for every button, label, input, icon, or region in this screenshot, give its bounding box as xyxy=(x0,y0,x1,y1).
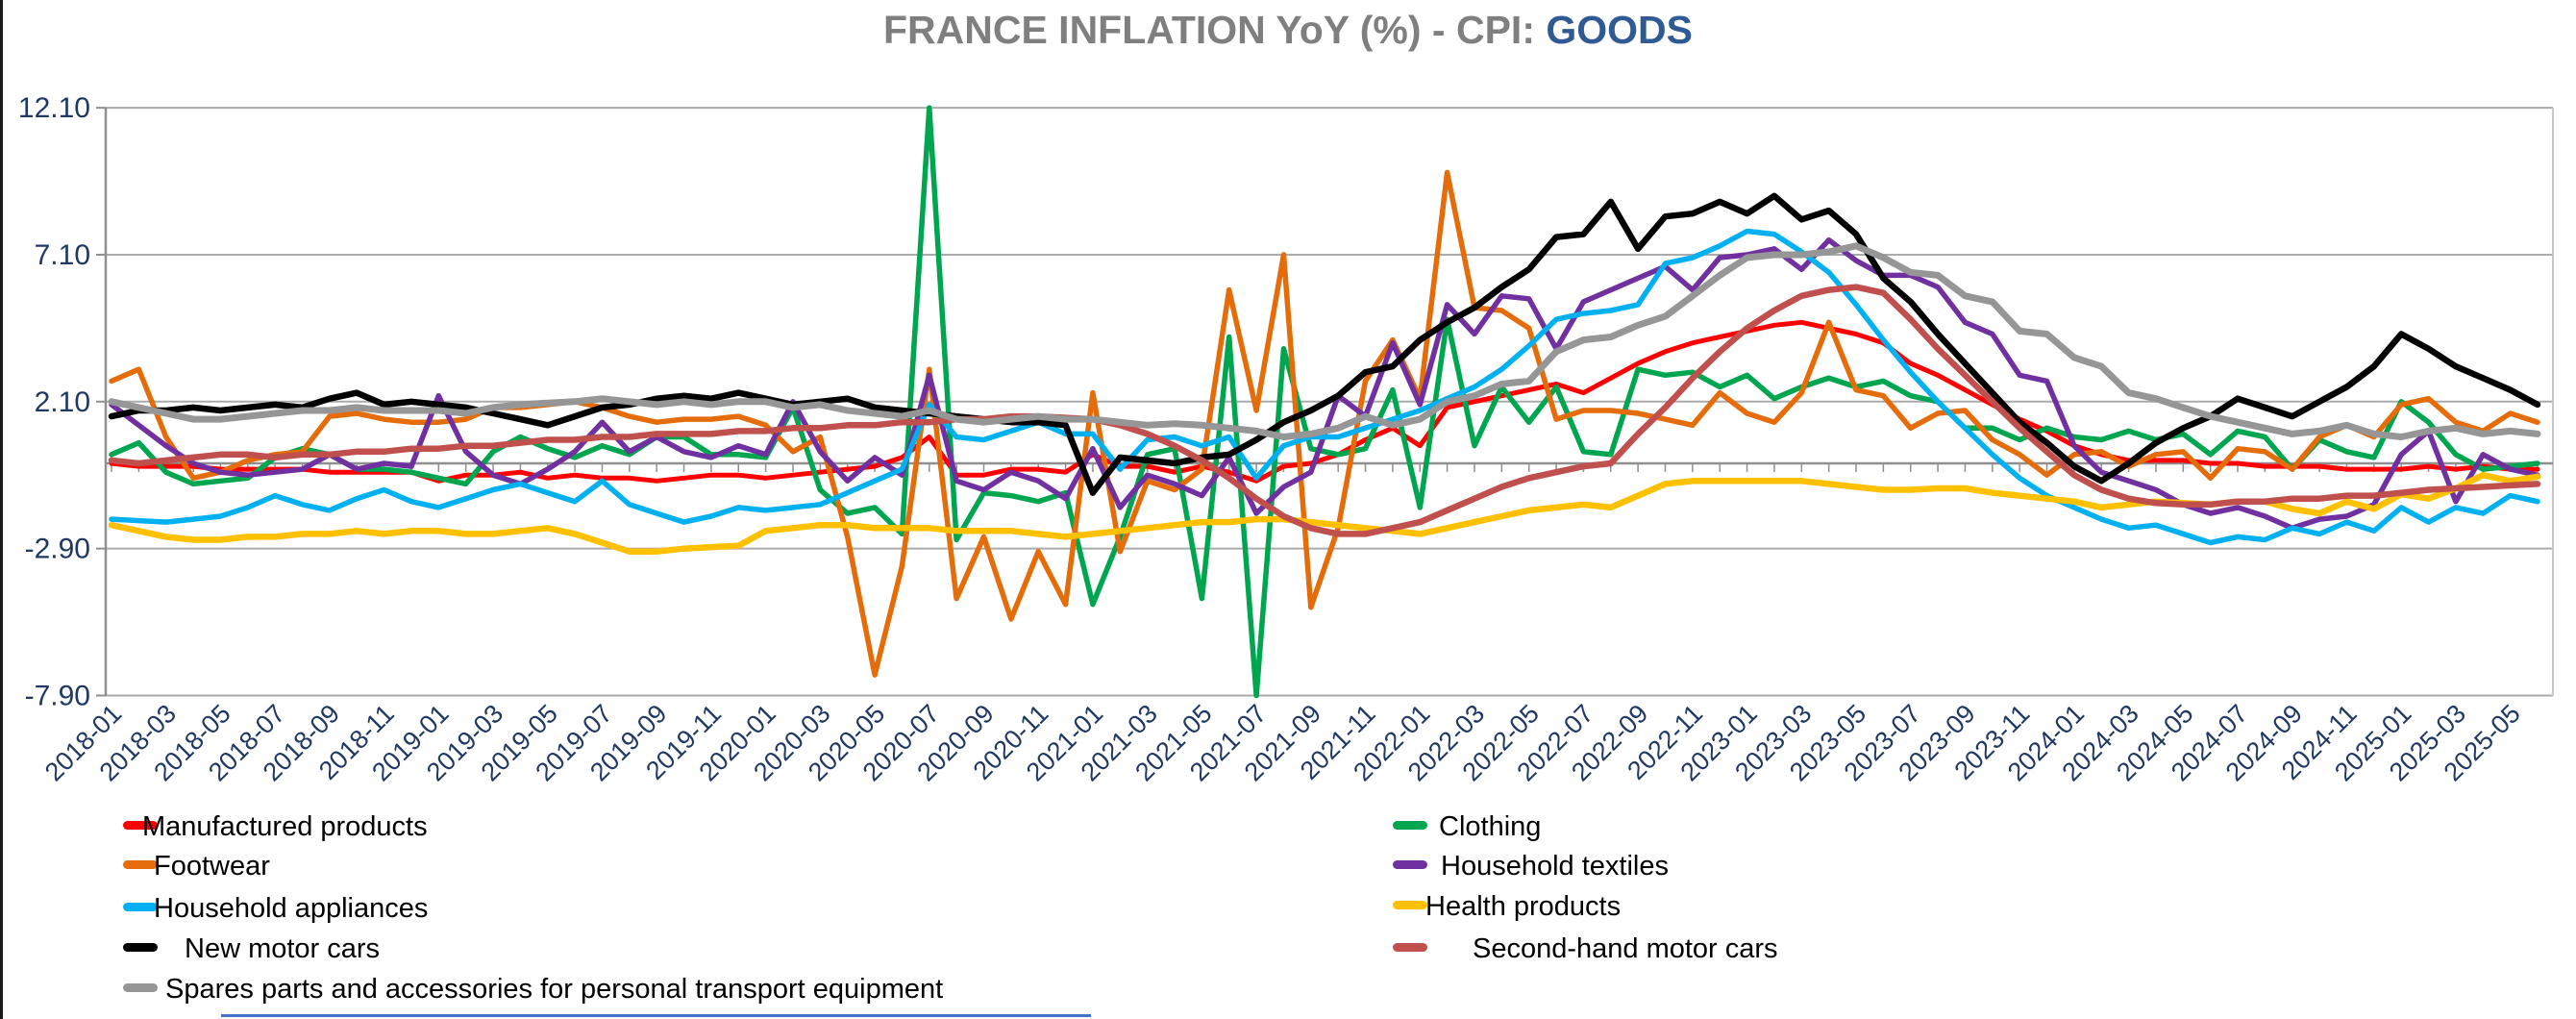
y-axis-label: -7.90 xyxy=(25,681,90,712)
legend-item-household-textiles: Household textiles xyxy=(0,851,2576,882)
series-footwear xyxy=(109,169,2540,678)
chart-title-main: FRANCE INFLATION YoY (%) - CPI: xyxy=(882,8,1547,52)
y-axis-label: 2.10 xyxy=(35,386,90,418)
legend-label: New motor cars xyxy=(185,933,381,964)
legend-swatch xyxy=(1393,821,1427,830)
legend-label: Health products xyxy=(1425,891,1622,922)
legend-swatch xyxy=(1393,860,1427,869)
legend-label: Second-hand motor cars xyxy=(1473,933,1778,964)
y-axis-label: 7.10 xyxy=(35,239,90,271)
legend-item-manufactured-products: Manufactured products xyxy=(0,811,2576,842)
legend-label: Manufactured products xyxy=(142,811,428,842)
legend-label: Household appliances xyxy=(154,893,429,924)
series-clothing xyxy=(109,105,2540,699)
y-axis-label: -2.90 xyxy=(25,534,90,565)
legend-swatch xyxy=(123,860,158,869)
legend-item-clothing: Clothing xyxy=(0,811,2576,842)
legend-label: Clothing xyxy=(1439,811,1542,842)
bottom-accent-line xyxy=(221,1014,1091,1017)
chart-title-accent: GOODS xyxy=(1546,8,1694,52)
legend-item-health-products: Health products xyxy=(0,891,2576,922)
series-second-hand-motor-cars xyxy=(108,284,2541,537)
legend-item-spares-parts-and-accessories-for-personal-transport-equipment: Spares parts and accessories for persona… xyxy=(0,974,2576,1005)
window-left-border xyxy=(0,0,3,1019)
legend-item-footwear: Footwear xyxy=(0,851,2576,882)
legend-label: Footwear xyxy=(154,851,270,882)
legend-item-household-appliances: Household appliances xyxy=(0,893,2576,924)
legend-item-second-hand-motor-cars: Second-hand motor cars xyxy=(0,933,2576,964)
chart-title: FRANCE INFLATION YoY (%) - CPI: GOODS xyxy=(0,8,2576,53)
legend-swatch xyxy=(1393,943,1427,952)
legend-swatch xyxy=(123,983,158,992)
legend-swatch xyxy=(1393,901,1427,909)
legend-swatch xyxy=(123,903,158,911)
legend-item-new-motor-cars: New motor cars xyxy=(0,933,2576,964)
legend-label: Household textiles xyxy=(1441,851,1669,882)
y-axis-label: 12.10 xyxy=(18,92,90,124)
series-household-textiles xyxy=(109,236,2540,532)
legend-swatch xyxy=(123,821,158,830)
series-household-appliances xyxy=(109,228,2540,546)
series-health-products xyxy=(108,471,2541,555)
series-new-motor-cars xyxy=(108,192,2541,496)
legend-label: Spares parts and accessories for persona… xyxy=(165,974,944,1005)
legend-swatch xyxy=(123,943,158,952)
series-spares-parts-and-accessories-for-personal-transport-equipment xyxy=(108,242,2541,440)
